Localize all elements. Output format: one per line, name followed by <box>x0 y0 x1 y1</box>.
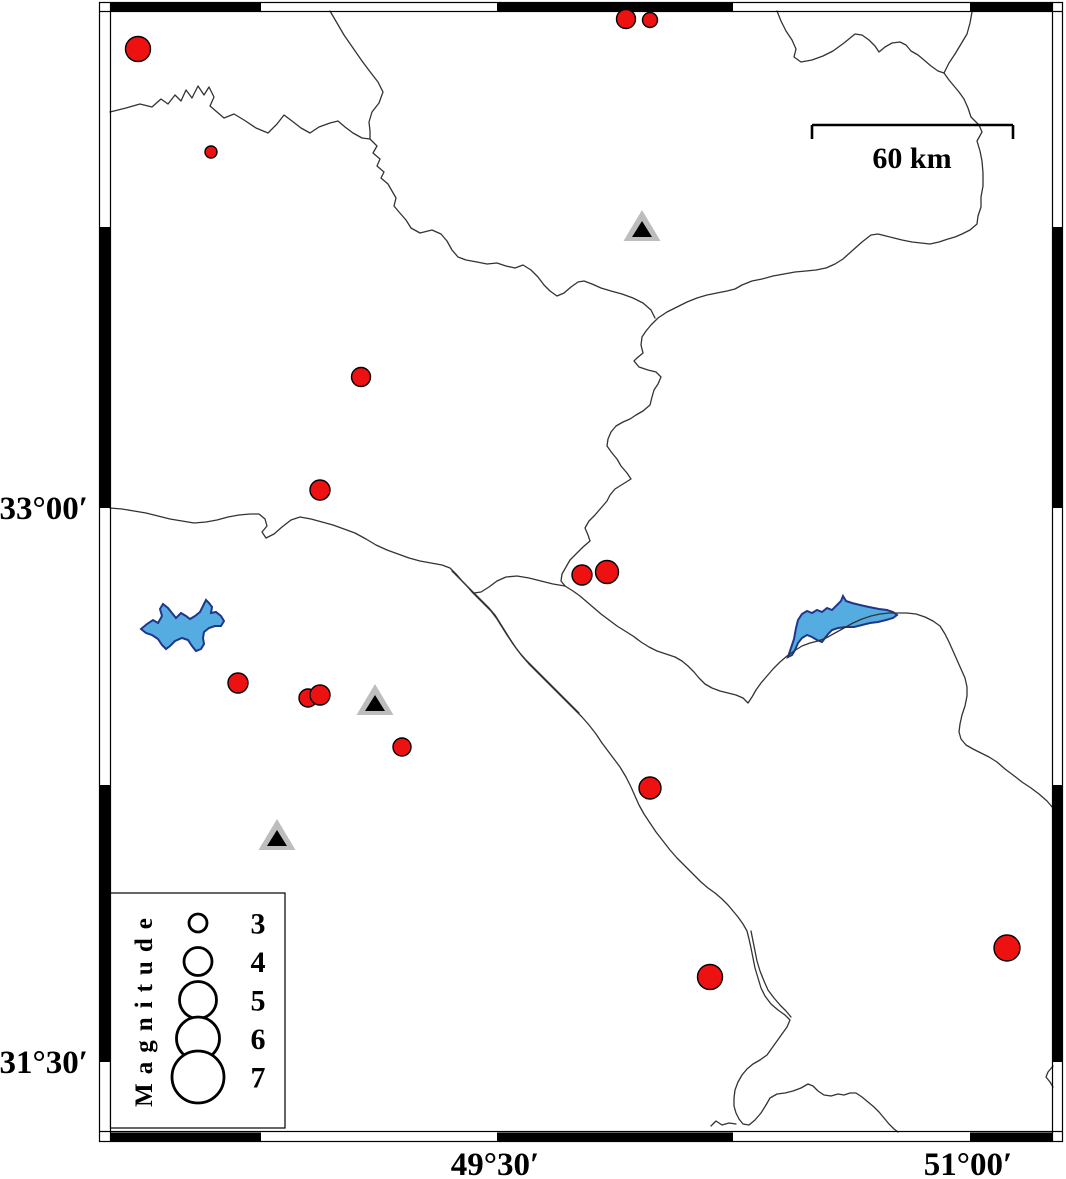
earthquake-marker <box>309 684 331 706</box>
lake-east <box>786 593 899 659</box>
earthquake-marker <box>993 934 1021 962</box>
earthquake-marker <box>124 35 152 63</box>
legend-circle-mag-3 <box>187 912 209 934</box>
legend-symbols <box>170 912 226 1105</box>
scale-bar-label: 60 km <box>872 142 951 175</box>
border-twin-strand <box>451 570 580 714</box>
lon-label-49-30: 49°30′ <box>451 1147 539 1179</box>
border-north-spur <box>329 10 384 140</box>
border-bottom-wiggle <box>710 1120 737 1127</box>
border-sliver-strand <box>750 930 792 1018</box>
earthquake-marker <box>571 564 593 586</box>
border-river-southwest <box>109 507 899 1133</box>
legend-mag-label-3: 3 <box>251 908 266 941</box>
station-marker <box>258 819 296 850</box>
station-triangle-inner <box>632 221 652 237</box>
border-northwest <box>109 85 656 319</box>
lon-label-51-00: 51°00′ <box>924 1147 1012 1179</box>
legend-circle-mag-4 <box>182 946 214 977</box>
lat-label-33-00: 33°00′ <box>0 491 88 527</box>
border-junction-west <box>473 575 566 594</box>
station-triangle-inner <box>365 695 385 711</box>
border-east-main <box>560 72 984 587</box>
border-northeast-a <box>776 10 945 74</box>
earthquake-marker <box>641 11 659 29</box>
station-layer <box>258 210 661 850</box>
legend-title: Magnitude <box>131 909 158 1107</box>
legend-circle-mag-5 <box>178 980 218 1020</box>
border-northeast-b <box>943 11 973 74</box>
earthquake-marker <box>227 672 249 694</box>
legend-mag-label-7: 7 <box>251 1062 266 1095</box>
lat-label-31-30: 31°30′ <box>0 1045 88 1081</box>
earthquake-marker <box>350 366 372 388</box>
lakes-layer <box>139 593 899 659</box>
earthquake-marker <box>615 8 637 30</box>
earthquake-marker <box>204 145 218 159</box>
lake-west <box>139 598 226 653</box>
border-lines <box>109 10 1061 1133</box>
earthquake-marker <box>392 737 412 757</box>
border-junction-to-east-frame <box>564 585 1061 822</box>
earthquake-marker <box>696 963 724 991</box>
legend-mag-label-6: 6 <box>251 1023 266 1056</box>
legend-mag-label-4: 4 <box>251 946 266 979</box>
legend-circle-mag-7 <box>170 1049 226 1105</box>
station-marker <box>623 210 661 241</box>
border-east-edge-squiggle <box>1045 1065 1054 1088</box>
legend-mag-label-5: 5 <box>251 985 266 1018</box>
earthquake-layer <box>124 8 1021 991</box>
scale-bar <box>810 123 1015 139</box>
station-marker <box>356 684 394 715</box>
map-frame-black-segments <box>99 2 1063 1142</box>
earthquake-marker <box>638 776 662 800</box>
magnitude-legend: Magnitude 3 4 5 6 7 <box>109 892 286 1129</box>
earthquake-marker <box>594 559 620 585</box>
station-triangle-inner <box>267 830 287 846</box>
legend-labels: 3 4 5 6 7 <box>251 908 266 1095</box>
earthquake-marker <box>309 479 331 501</box>
